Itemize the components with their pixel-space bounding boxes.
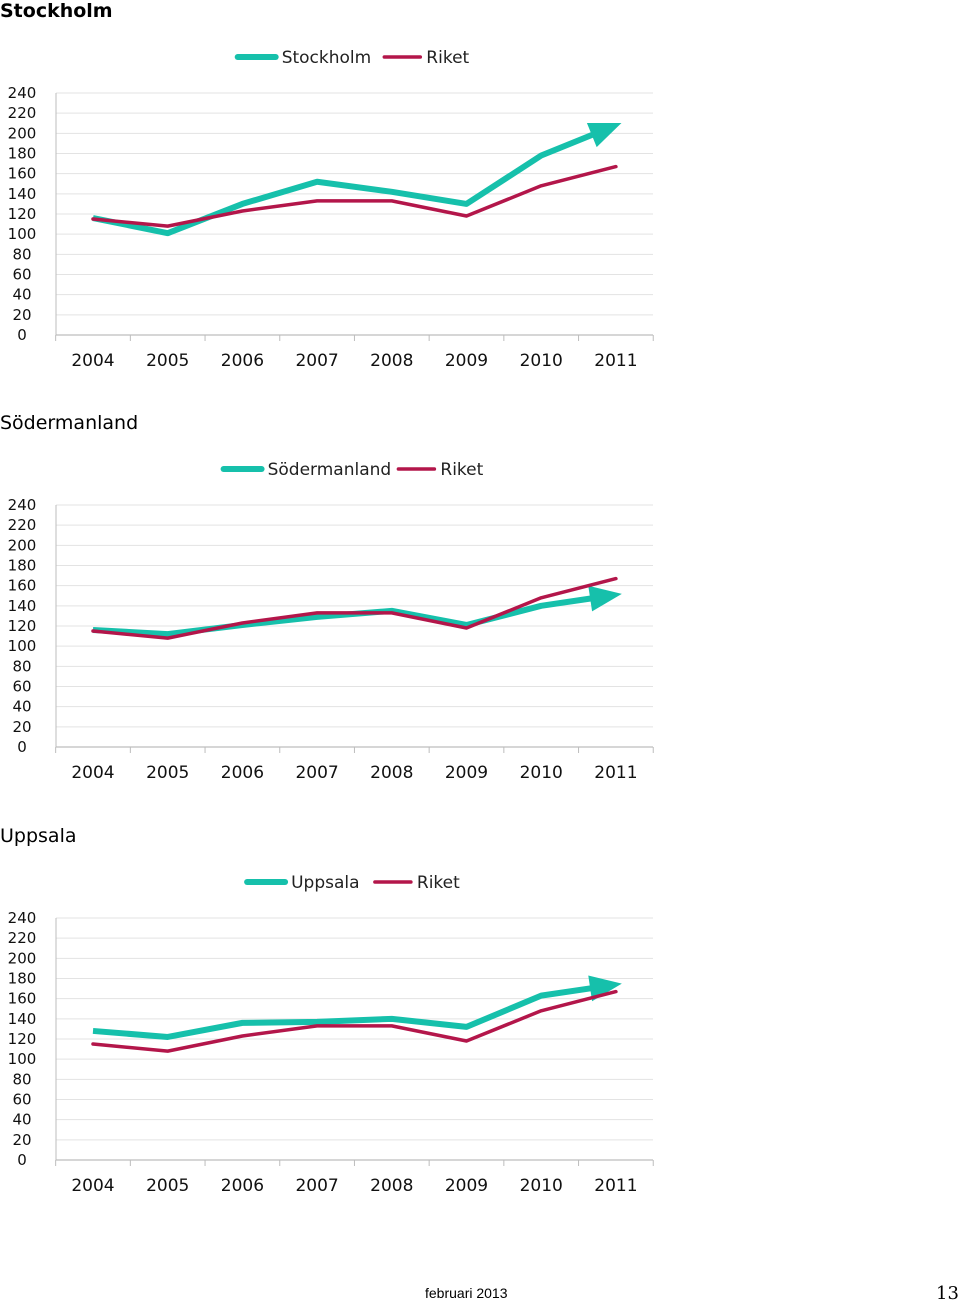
x-tick-label: 2009 xyxy=(445,1176,488,1196)
x-tick-label: 2006 xyxy=(221,763,264,783)
trend-arrowhead xyxy=(586,122,622,148)
y-tick-label: 40 xyxy=(12,1111,31,1129)
x-tick-label: 2011 xyxy=(594,1176,637,1196)
y-tick-label: 0 xyxy=(17,1151,27,1169)
y-tick-label: 140 xyxy=(8,185,37,203)
y-tick-label: 180 xyxy=(8,970,37,988)
y-tick-label: 200 xyxy=(8,124,37,142)
y-tick-label: 40 xyxy=(12,698,31,716)
series-line-riket xyxy=(91,989,618,1053)
footer-date: februari 2013 xyxy=(425,1285,508,1301)
y-tick-label: 120 xyxy=(8,1030,37,1048)
page-number: 13 xyxy=(936,1283,959,1304)
legend-label-riket: Riket xyxy=(417,873,460,893)
y-tick-label: 180 xyxy=(8,557,37,575)
y-tick-label: 0 xyxy=(17,738,27,756)
y-tick-label: 60 xyxy=(12,1091,31,1109)
series-line-riket xyxy=(91,164,618,228)
x-tick-label: 2006 xyxy=(221,351,264,371)
y-tick-label: 160 xyxy=(8,165,37,183)
y-tick-label: 160 xyxy=(8,577,37,595)
x-tick-label: 2005 xyxy=(146,351,189,371)
chart-title-stockholm: Stockholm xyxy=(0,0,113,22)
x-tick-label: 2007 xyxy=(295,351,338,371)
chart-title-uppsala: Uppsala xyxy=(0,825,77,847)
y-tick-label: 240 xyxy=(8,84,37,102)
x-tick-label: 2010 xyxy=(520,763,563,783)
y-tick-label: 240 xyxy=(8,909,37,927)
y-tick-label: 220 xyxy=(8,929,37,947)
y-tick-label: 140 xyxy=(8,1010,37,1028)
y-tick-label: 220 xyxy=(8,104,37,122)
y-tick-label: 200 xyxy=(8,536,37,554)
y-tick-label: 80 xyxy=(12,1070,31,1088)
x-tick-label: 2009 xyxy=(445,351,488,371)
trend-arrowhead xyxy=(588,585,622,612)
x-tick-label: 2004 xyxy=(71,351,114,371)
y-tick-label: 200 xyxy=(8,949,37,967)
legend-label-södermanland: Södermanland xyxy=(268,460,392,480)
x-tick-label: 2007 xyxy=(295,1176,338,1196)
x-tick-label: 2010 xyxy=(520,1176,563,1196)
series-line-uppsala xyxy=(92,984,595,1040)
series-line-riket xyxy=(91,576,618,640)
y-tick-label: 80 xyxy=(12,657,31,675)
x-tick-label: 2011 xyxy=(594,351,637,371)
y-tick-label: 100 xyxy=(8,1050,37,1068)
legend-label-riket: Riket xyxy=(440,460,483,480)
x-tick-label: 2004 xyxy=(71,1176,114,1196)
legend-label-stockholm: Stockholm xyxy=(282,48,372,68)
y-tick-label: 120 xyxy=(8,205,37,223)
line-chart-sodermanland: 0 20 40 60 80 100 120 140 160 180 200 220 240 2004 200… xyxy=(8,460,654,783)
y-tick-label: 140 xyxy=(8,597,37,615)
line-chart-stockholm: 0 20 40 60 80 100 120 140 160 180 200 220 240 2004 200… xyxy=(8,48,654,371)
x-tick-label: 2008 xyxy=(370,763,413,783)
x-tick-label: 2008 xyxy=(370,1176,413,1196)
x-tick-label: 2009 xyxy=(445,763,488,783)
y-tick-label: 60 xyxy=(12,266,31,284)
y-tick-label: 20 xyxy=(12,306,31,324)
y-tick-label: 80 xyxy=(12,245,31,263)
y-tick-label: 240 xyxy=(8,496,37,514)
x-tick-label: 2007 xyxy=(295,763,338,783)
x-tick-label: 2010 xyxy=(520,351,563,371)
y-tick-label: 20 xyxy=(12,1131,31,1149)
y-tick-label: 0 xyxy=(17,326,27,344)
x-tick-label: 2011 xyxy=(594,763,637,783)
x-tick-label: 2008 xyxy=(370,351,413,371)
x-tick-label: 2004 xyxy=(71,763,114,783)
x-tick-label: 2005 xyxy=(146,763,189,783)
y-tick-label: 100 xyxy=(8,225,37,243)
y-tick-label: 180 xyxy=(8,145,37,163)
y-tick-label: 60 xyxy=(12,678,31,696)
y-tick-label: 40 xyxy=(12,286,31,304)
chart-title-sodermanland: Södermanland xyxy=(0,412,139,434)
y-tick-label: 20 xyxy=(12,718,31,736)
y-tick-label: 120 xyxy=(8,617,37,635)
legend-label-uppsala: Uppsala xyxy=(291,873,359,893)
y-tick-label: 100 xyxy=(8,637,37,655)
legend-label-riket: Riket xyxy=(426,48,469,68)
x-tick-label: 2006 xyxy=(221,1176,264,1196)
series-line-södermanland xyxy=(92,595,595,638)
series-line-stockholm xyxy=(92,130,597,237)
y-tick-label: 220 xyxy=(8,516,37,534)
line-chart-uppsala: 0 20 40 60 80 100 120 140 160 180 200 220 240 2004 200… xyxy=(8,873,654,1196)
x-tick-label: 2005 xyxy=(146,1176,189,1196)
y-tick-label: 160 xyxy=(8,990,37,1008)
